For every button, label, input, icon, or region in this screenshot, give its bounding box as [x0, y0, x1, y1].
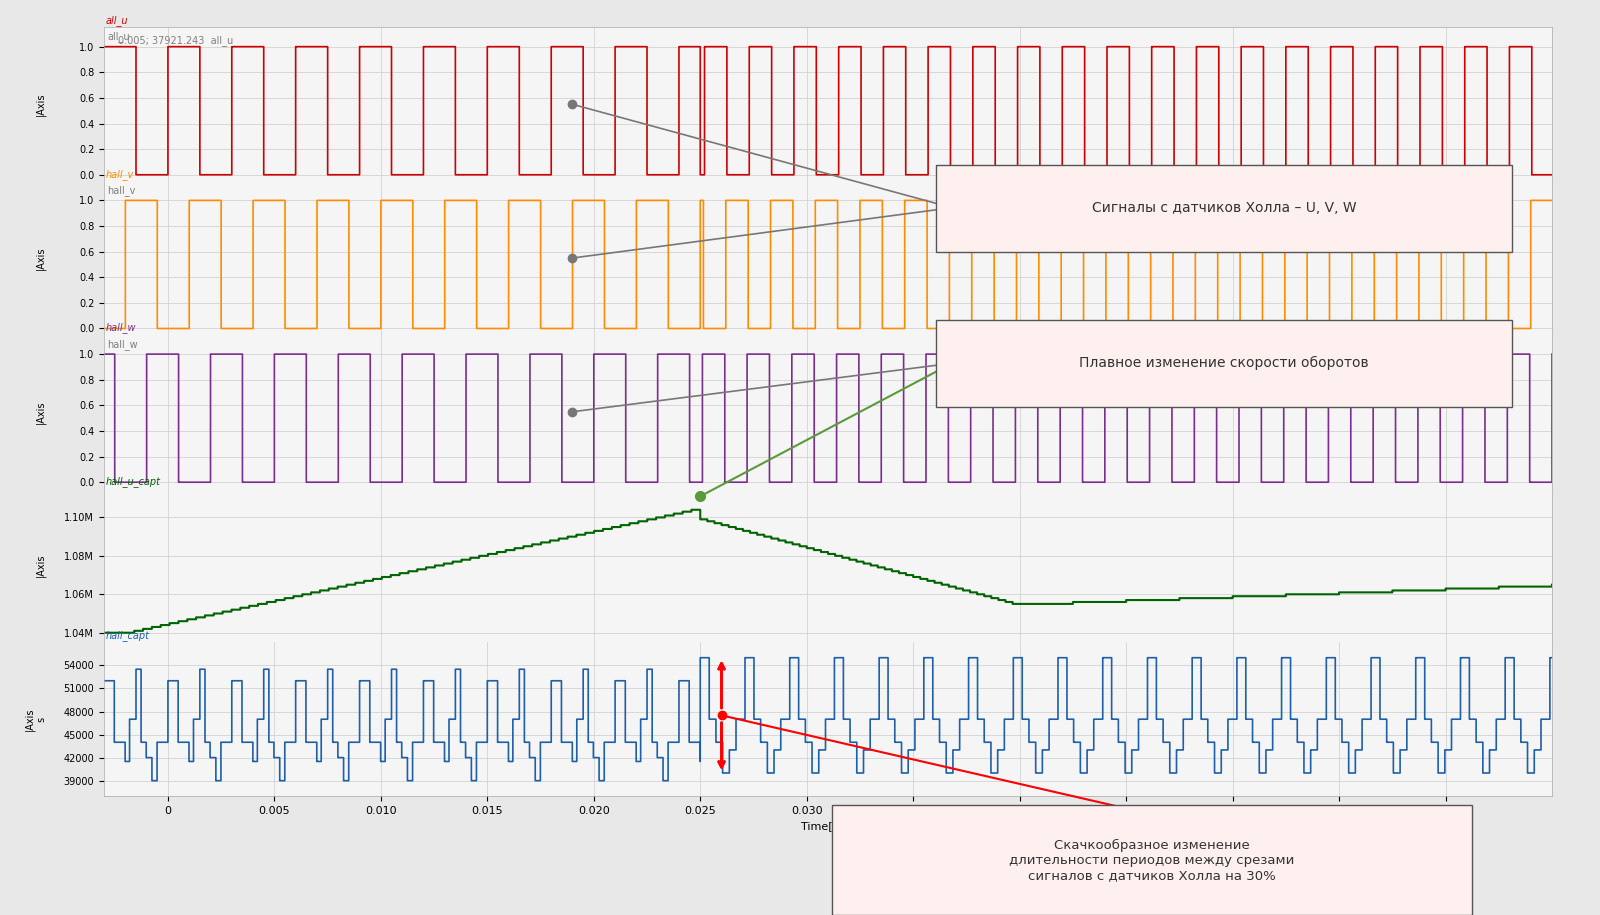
Y-axis label: |Axis
s: |Axis s	[24, 707, 46, 731]
Text: hall_u_capt: hall_u_capt	[106, 476, 160, 487]
Text: Скачкообразное изменение
длительности периодов между срезами
сигналов с датчиков: Скачкообразное изменение длительности пе…	[1010, 838, 1294, 882]
X-axis label: Time[sec]: Time[sec]	[800, 822, 856, 832]
Text: hall_v: hall_v	[107, 185, 136, 196]
Text: Плавное изменение скорости оборотов: Плавное изменение скорости оборотов	[1078, 356, 1370, 371]
Text: all_u: all_u	[107, 31, 130, 42]
Y-axis label: |Axis: |Axis	[35, 400, 46, 424]
Text: hall_w: hall_w	[106, 322, 136, 333]
Y-axis label: |Axis: |Axis	[35, 92, 46, 116]
Text: hall_v: hall_v	[106, 168, 134, 179]
Text: hall_w: hall_w	[107, 339, 138, 350]
Text: Сигналы с датчиков Холла – U, V, W: Сигналы с датчиков Холла – U, V, W	[1091, 200, 1357, 215]
Y-axis label: |Axis: |Axis	[35, 554, 46, 577]
Text: all_u: all_u	[106, 15, 128, 26]
Y-axis label: |Axis: |Axis	[35, 246, 46, 270]
Text: 0.005; 37921.243  all_u: 0.005; 37921.243 all_u	[118, 35, 234, 46]
Text: hall_capt: hall_capt	[106, 630, 149, 640]
